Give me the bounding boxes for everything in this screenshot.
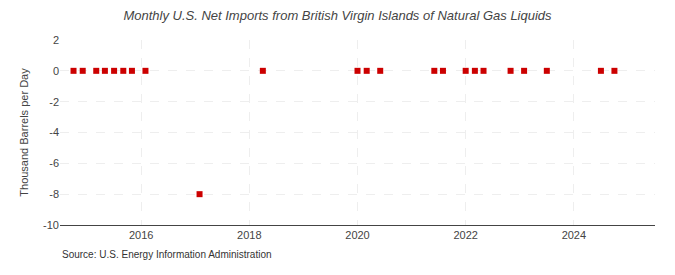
svg-text:2016: 2016	[129, 229, 153, 241]
svg-text:2: 2	[53, 34, 59, 46]
svg-text:Source: U.S. Energy Informatio: Source: U.S. Energy Information Administ…	[62, 249, 272, 260]
svg-text:2020: 2020	[345, 229, 369, 241]
svg-text:-8: -8	[49, 188, 59, 200]
svg-text:-10: -10	[43, 219, 59, 231]
svg-text:2018: 2018	[237, 229, 261, 241]
svg-text:Monthly U.S. Net Imports from: Monthly U.S. Net Imports from British Vi…	[123, 8, 552, 23]
svg-text:-2: -2	[49, 96, 59, 108]
svg-text:-4: -4	[49, 126, 59, 138]
svg-text:2024: 2024	[562, 229, 586, 241]
svg-text:2022: 2022	[453, 229, 477, 241]
svg-text:0: 0	[53, 65, 59, 77]
svg-text:Thousand Barrels per Day: Thousand Barrels per Day	[18, 68, 30, 197]
svg-text:-6: -6	[49, 157, 59, 169]
